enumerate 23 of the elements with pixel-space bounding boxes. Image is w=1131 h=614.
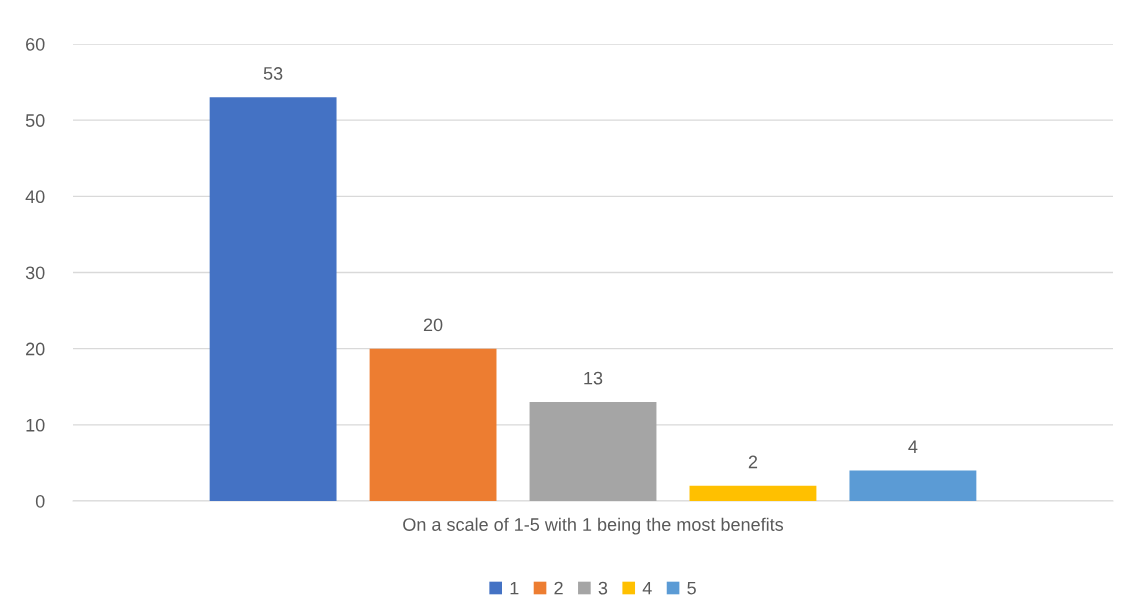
legend-label: 1 [510, 581, 519, 595]
y-tick-label: 60 [26, 37, 45, 51]
legend-label: 4 [642, 581, 652, 595]
bar [849, 470, 977, 501]
x-tick-label: On a scale of 1-5 with 1 being the most benefits [403, 517, 784, 535]
y-tick-label: 40 [25, 190, 45, 204]
y-tick-label: 10 [26, 418, 45, 432]
legend-label: 2 [554, 581, 563, 595]
data-label: 13 [584, 371, 603, 385]
legend-label: 5 [687, 581, 696, 595]
bar [689, 485, 817, 501]
legend-label: 3 [598, 581, 608, 595]
bar [209, 97, 337, 501]
y-tick-label: 50 [25, 114, 45, 127]
data-label: 20 [423, 318, 443, 332]
y-tick-label: 30 [25, 266, 45, 280]
data-label: 2 [748, 455, 758, 469]
y-tick-label: 0 [35, 494, 45, 508]
bar [529, 401, 657, 501]
bar [369, 348, 497, 501]
data-label: 4 [908, 440, 918, 453]
data-label: 53 [263, 67, 283, 80]
y-tick-label: 20 [26, 342, 45, 356]
